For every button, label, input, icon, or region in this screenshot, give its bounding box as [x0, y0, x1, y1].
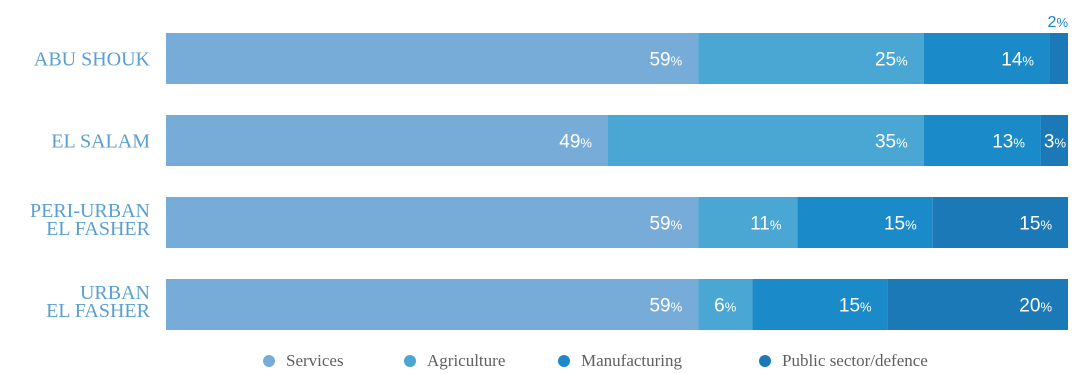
bars-layer	[166, 33, 1068, 330]
legend-item-agriculture: Agriculture	[404, 351, 505, 370]
legend-marker-public-sector-defence	[759, 355, 771, 367]
bar-peri-urban-el-fasher-manufacturing	[797, 197, 933, 248]
bar-urban-el-fasher-public-sector-defence	[887, 279, 1068, 330]
value-label-el-salam-services: 49%	[559, 132, 592, 153]
legend-marker-manufacturing	[558, 355, 570, 367]
legend-label-public-sector-defence: Public sector/defence	[782, 351, 928, 370]
category-labels: ABU SHOUK EL SALAM PERI-URBAN EL FASHER URBA…	[30, 49, 151, 323]
bar-abu-shouk-services	[166, 33, 699, 84]
bar-el-salam-agriculture	[607, 115, 924, 166]
value-label-urban-el-fasher-services: 59%	[649, 296, 682, 317]
bar-el-salam-manufacturing	[923, 115, 1041, 166]
bar-abu-shouk-agriculture	[698, 33, 924, 84]
legend: Services Agriculture Manufacturing Public s…	[263, 351, 928, 370]
bar-abu-shouk-manufacturing	[923, 33, 1050, 84]
legend-item-public-sector-defence: Public sector/defence	[759, 351, 928, 370]
value-label-abu-shouk-agriculture: 25%	[875, 50, 908, 71]
legend-label-manufacturing: Manufacturing	[581, 351, 683, 370]
legend-marker-agriculture	[404, 355, 416, 367]
bar-el-salam-public-sector-defence	[1040, 115, 1068, 166]
bar-peri-urban-el-fasher-services	[166, 197, 699, 248]
legend-label-agriculture: Agriculture	[427, 351, 505, 370]
bar-abu-shouk-public-sector-defence	[1049, 33, 1068, 84]
value-label-urban-el-fasher-agriculture: 6%	[714, 296, 737, 317]
legend-item-manufacturing: Manufacturing	[558, 351, 683, 370]
bar-peri-urban-el-fasher-public-sector-defence	[932, 197, 1068, 248]
legend-label-services: Services	[286, 351, 344, 370]
bar-el-salam-services	[166, 115, 608, 166]
value-label-peri-urban-el-fasher-agriculture: 11%	[750, 214, 782, 235]
labels-layer: 59% 25% 14% 2% 49% 35% 13% 3% 59% 11% 15% 15% 59% 6% 1…	[559, 14, 1068, 317]
value-label-urban-el-fasher-public-sector-defence: 20%	[1019, 296, 1052, 317]
value-label-el-salam-public-sector-defence: 3%	[1044, 132, 1067, 153]
value-label-el-salam-manufacturing: 13%	[992, 132, 1025, 153]
value-label-peri-urban-el-fasher-public-sector-defence: 15%	[1019, 214, 1052, 235]
value-label-el-salam-agriculture: 35%	[875, 132, 908, 153]
category-label-urban-el-fasher: URBAN EL FASHER	[46, 282, 151, 322]
category-label-abu-shouk: ABU SHOUK	[34, 49, 151, 71]
legend-marker-services	[263, 355, 275, 367]
value-label-urban-el-fasher-manufacturing: 15%	[839, 296, 872, 317]
bar-urban-el-fasher-manufacturing	[752, 279, 888, 330]
category-label-el-salam: EL SALAM	[51, 131, 150, 153]
value-label-abu-shouk-public-sector-defence: 2%	[1048, 14, 1069, 31]
value-label-peri-urban-el-fasher-manufacturing: 15%	[884, 214, 917, 235]
category-label-peri-urban-el-fasher: PERI-URBAN EL FASHER	[30, 200, 151, 240]
value-label-abu-shouk-services: 59%	[649, 50, 682, 71]
legend-item-services: Services	[263, 351, 344, 370]
value-label-abu-shouk-manufacturing: 14%	[1001, 50, 1034, 71]
bar-urban-el-fasher-agriculture	[698, 279, 753, 330]
bar-urban-el-fasher-services	[166, 279, 699, 330]
value-label-peri-urban-el-fasher-services: 59%	[649, 214, 682, 235]
bar-peri-urban-el-fasher-agriculture	[698, 197, 798, 248]
